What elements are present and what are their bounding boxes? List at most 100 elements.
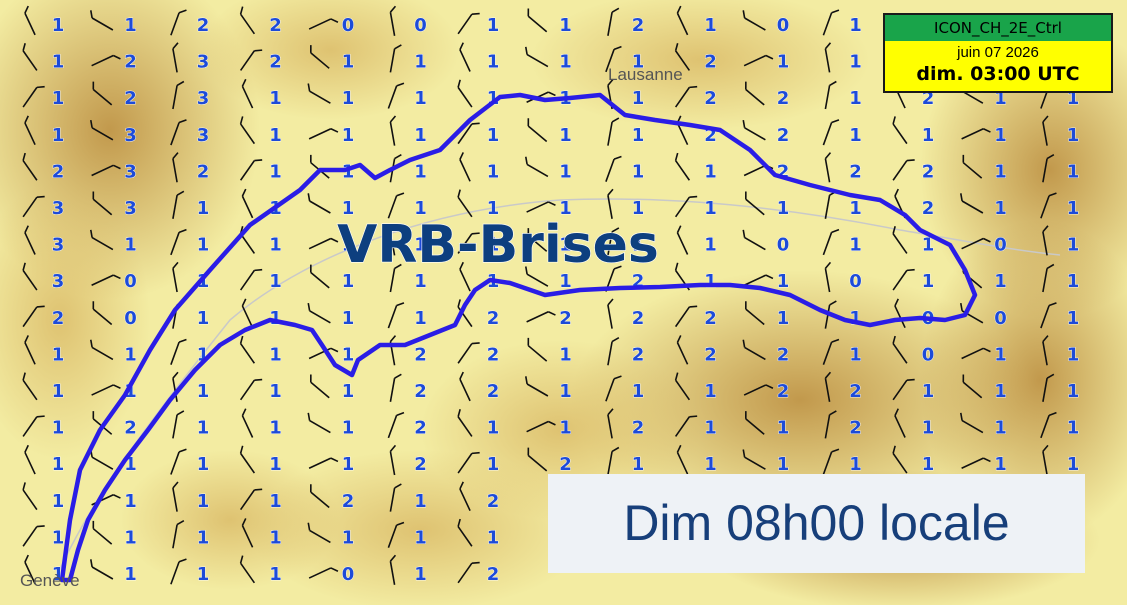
wind-speed-value: 0 [777,235,790,256]
wind-barb [822,448,840,475]
wind-speed-value: 1 [342,198,355,219]
model-run-badge: ICON_CH_2E_Ctrl juin 07 2026 dim. 03:00 … [883,13,1113,93]
wind-speed-value: 3 [197,88,210,109]
wind-speed-value: 1 [994,418,1007,439]
wind-barb [457,189,473,218]
wind-speed-value: 2 [197,161,210,182]
wind-speed-value: 2 [704,308,717,329]
wind-speed-value: 1 [1067,344,1080,365]
wind-barb [959,412,984,434]
wind-speed-value: 1 [197,308,210,329]
wind-speed-value: 1 [704,235,717,256]
road-line [54,198,1061,581]
wind-barb [1042,335,1049,366]
wind-barb [172,80,185,110]
wind-speed-value: 1 [52,381,65,402]
wind-barb [527,447,548,472]
run-time-panel: juin 07 2026 dim. 03:00 UTC [885,41,1111,91]
wind-barb [526,311,556,323]
wind-speed-value: 1 [52,454,65,475]
wind-speed-value: 1 [777,198,790,219]
city-label-geneve: Genève [20,571,80,590]
wind-speed-value: 1 [197,527,210,548]
wind-speed-value: 1 [704,381,717,402]
wind-speed-value: 1 [124,15,137,36]
wind-barb [239,6,256,35]
wind-speed-value: 2 [849,161,862,182]
wind-barb [892,445,908,474]
wind-speed-value: 0 [994,308,1007,329]
wind-speed-value: 1 [994,271,1007,292]
wind-speed-value: 1 [414,52,427,73]
wind-barb [824,80,837,110]
wind-speed-value: 1 [849,198,862,219]
wind-barb [22,85,45,108]
wind-barb [674,415,698,437]
wind-barb [172,481,179,512]
wind-barb [962,374,983,399]
wind-speed-value: 2 [487,381,500,402]
wind-speed-value: 1 [342,381,355,402]
wind-barb [92,81,113,106]
wind-barb [89,229,114,251]
wind-speed-value: 1 [922,125,935,146]
wind-speed-value: 1 [559,198,572,219]
wind-speed-value: 1 [342,454,355,475]
wind-barb [170,448,187,475]
wind-barb [310,45,330,69]
wind-speed-value: 1 [777,52,790,73]
wind-barb [389,44,402,73]
wind-barb [822,228,840,256]
wind-speed-value: 2 [777,381,790,402]
wind-barb [389,115,397,146]
wind-barb [527,118,548,143]
wind-speed-value: 1 [52,125,65,146]
wind-speed-value: 1 [1067,161,1080,182]
wind-barb [239,335,256,364]
wind-barb [22,415,45,437]
wind-speed-value: 1 [559,271,572,292]
wind-speed-value: 1 [559,15,572,36]
wind-speed-value: 1 [922,271,935,292]
wind-barb [824,371,832,402]
wind-speed-value: 1 [487,198,500,219]
map-title: VRB-Brises [337,215,659,275]
wind-barb [92,520,113,545]
wind-speed-value: 1 [1067,271,1080,292]
wind-barb [894,298,906,329]
wind-speed-value: 1 [849,308,862,329]
wind-speed-value: 1 [777,454,790,475]
wind-barb [172,261,179,293]
wind-speed-value: 1 [704,161,717,182]
wind-speed-value: 2 [559,454,572,475]
wind-barb [308,18,339,30]
wind-speed-value: 1 [342,235,355,256]
wind-barb [1042,444,1049,476]
wind-speed-value: 0 [124,308,137,329]
wind-barb [674,195,698,218]
wind-speed-value: 1 [487,125,500,146]
wind-speed-value: 0 [849,271,862,292]
wind-barb [1042,225,1049,256]
wind-speed-value: 1 [487,235,500,256]
wind-barb [387,192,405,219]
wind-barb [389,5,397,36]
wind-barb [742,229,766,251]
wind-barb [307,193,331,214]
wind-barb [389,483,402,512]
wind-speed-value: 3 [197,52,210,73]
wind-speed-value: 3 [52,198,65,219]
wind-speed-value: 1 [994,454,1007,475]
wind-barb [959,193,984,214]
wind-speed-value: 1 [632,52,645,73]
wind-barb [1042,263,1055,293]
wind-barb [24,115,36,146]
wind-barb [892,378,915,401]
wind-barb [962,154,983,179]
wind-speed-value: 1 [197,564,210,585]
wind-speed-value: 1 [1067,308,1080,329]
wind-barb [387,521,405,548]
wind-barb [742,449,766,470]
wind-barb [1040,302,1057,329]
wind-barb [170,558,187,585]
